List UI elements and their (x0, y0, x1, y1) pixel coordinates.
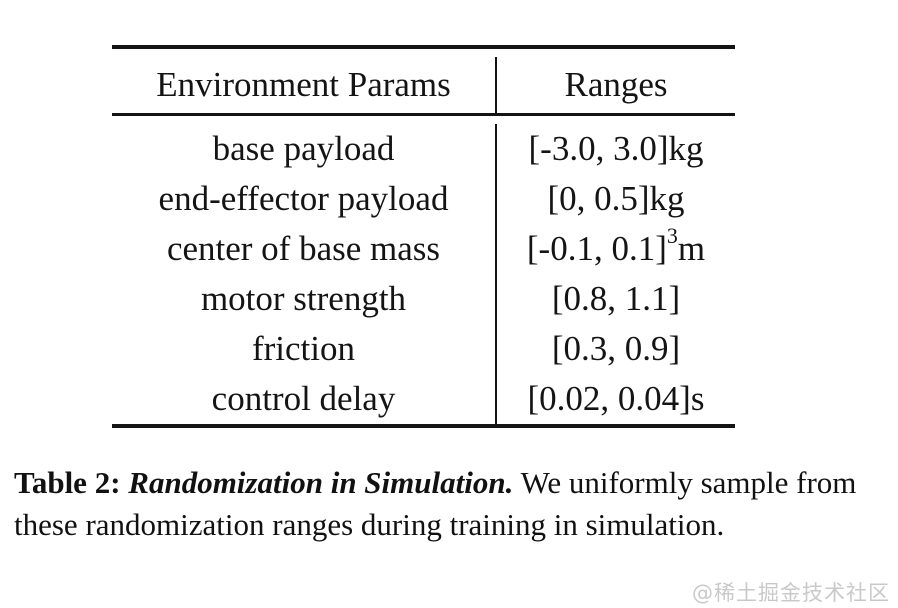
watermark: @稀土掘金技术社区 (692, 581, 890, 605)
table-body: base payload [-3.0, 3.0]kg end-effector … (112, 116, 735, 424)
range-text: [0.3, 0.9] (551, 329, 681, 368)
range-text: [-0.1, 0.1] (526, 229, 667, 268)
range-control-delay: [0.02, 0.04]s (495, 374, 735, 424)
caption-label: Table 2: (14, 465, 121, 500)
caption-text: We uniformly sample from these randomiza… (14, 465, 857, 542)
caption-title: Randomization in Simulation. (128, 465, 514, 500)
range-unit: m (677, 229, 706, 268)
randomization-table: Environment Params Ranges base payload [… (112, 45, 735, 428)
header-ranges: Ranges (495, 57, 735, 113)
param-friction: friction (251, 329, 356, 368)
param-control-delay: control delay (211, 379, 396, 418)
range-motor-strength: [0.8, 1.1] (495, 274, 735, 324)
range-friction: [0.3, 0.9] (495, 324, 735, 374)
header-environment-params: Environment Params (156, 65, 451, 104)
param-end-effector-payload: end-effector payload (158, 179, 449, 218)
range-center-of-base-mass: [-0.1, 0.1] 3 m (495, 224, 735, 274)
range-text: [0.02, 0.04]s (527, 379, 705, 418)
table-caption: Table 2: Randomization in Simulation. We… (14, 462, 862, 546)
param-base-payload: base payload (212, 129, 395, 168)
table-top-rule (112, 45, 735, 49)
range-base-payload: [-3.0, 3.0]kg (495, 124, 735, 174)
range-text: [0.8, 1.1] (551, 279, 681, 318)
table-mid-rule (112, 113, 735, 116)
table-bottom-rule (112, 424, 735, 428)
range-text: [0, 0.5]kg (547, 179, 685, 218)
range-text: [-3.0, 3.0]kg (528, 129, 704, 168)
param-motor-strength: motor strength (200, 279, 407, 318)
param-center-of-base-mass: center of base mass (166, 229, 441, 268)
range-end-effector-payload: [0, 0.5]kg (495, 174, 735, 224)
table-header-row: Environment Params Ranges (112, 49, 735, 113)
